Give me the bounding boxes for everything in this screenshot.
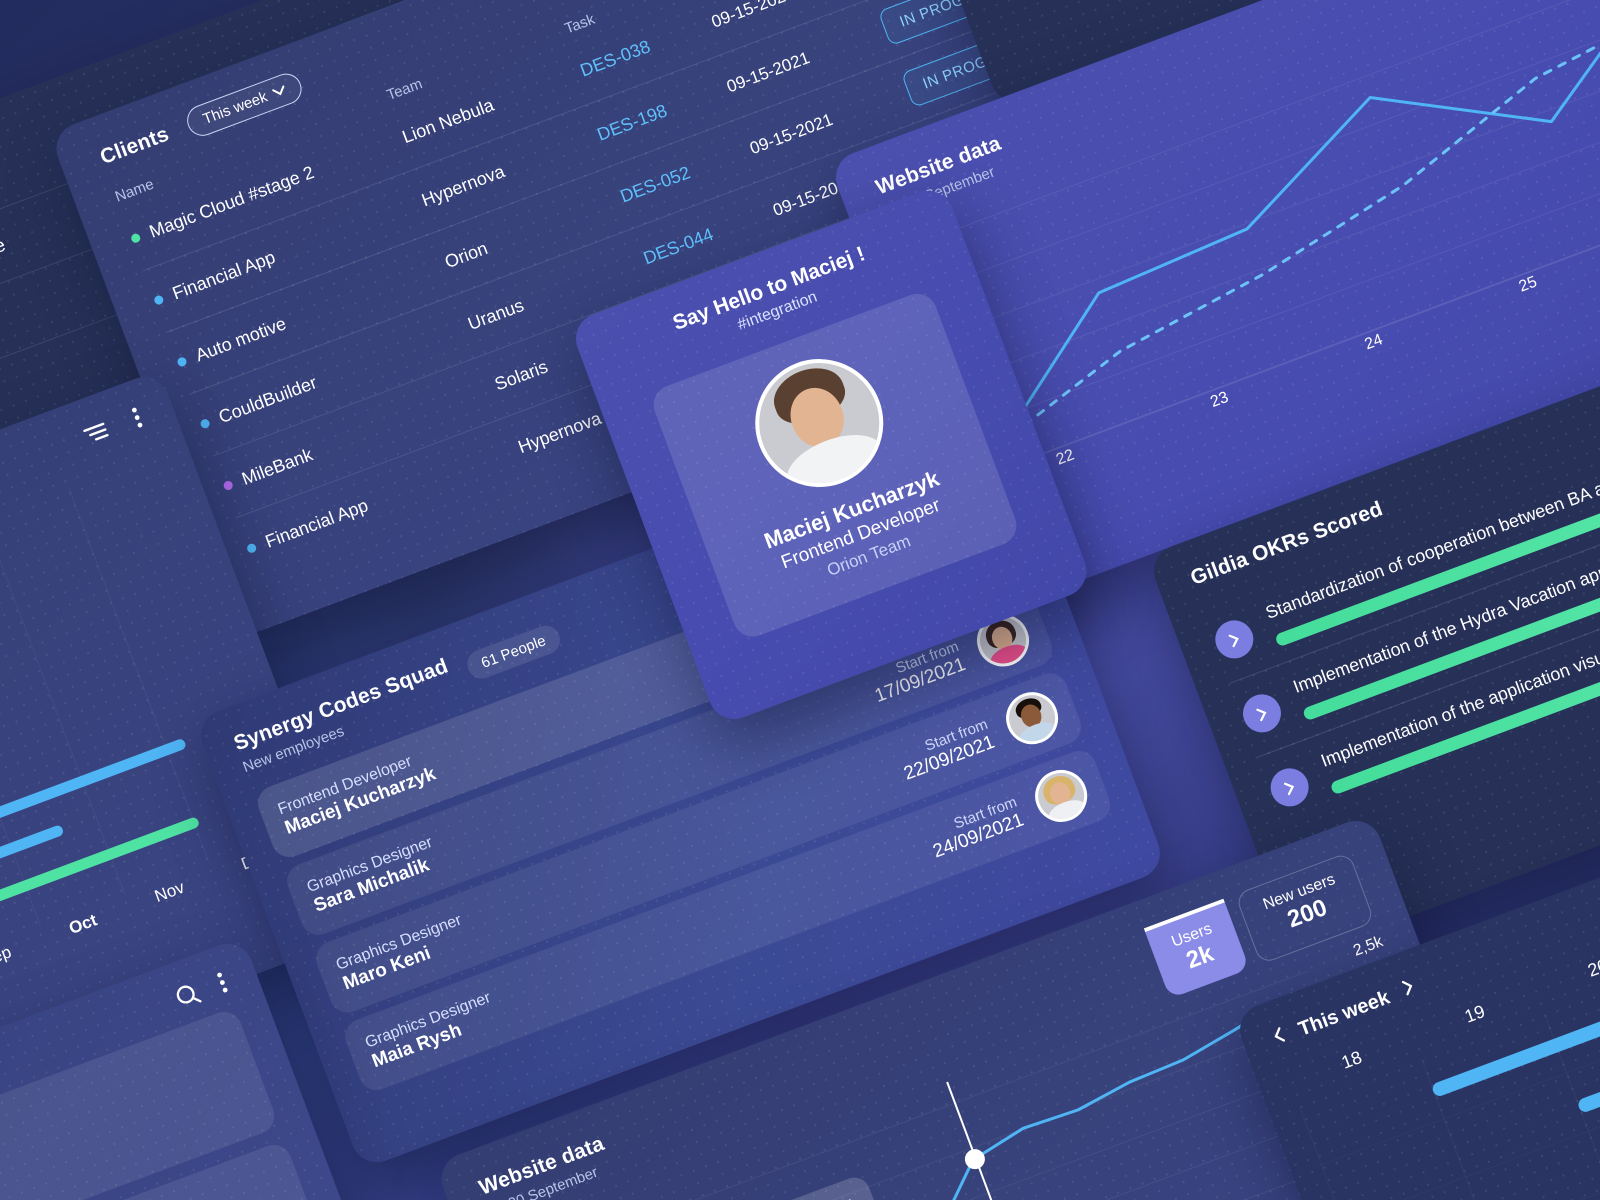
- client-name: Financial App: [262, 494, 371, 552]
- status-dot: [245, 541, 258, 554]
- chevron-left-icon[interactable]: [1270, 1026, 1288, 1050]
- axis-tick: Sep: [0, 942, 14, 971]
- status-dot: [153, 294, 165, 306]
- status-dot: [199, 417, 211, 430]
- website-data-top-card: Website data 01-30 September 22 23: [828, 0, 1600, 612]
- sort-lines-icon[interactable]: [81, 420, 113, 451]
- client-name: CouldBuilder: [215, 372, 320, 428]
- client-name: MileBank: [239, 444, 316, 489]
- gantt-card: regular contracts support one-time: [0, 369, 369, 1200]
- period-filter-dropdown[interactable]: This week: [183, 69, 306, 141]
- avatar[interactable]: [736, 340, 902, 506]
- chevron-right-icon[interactable]: [1265, 762, 1315, 812]
- status-dot: [176, 356, 188, 368]
- clients-card: Clients This week lead: [49, 0, 1175, 640]
- line-chart[interactable]: 2,5k 2k 1,5k 1k 500 0 Sun. 19 September …: [509, 933, 1487, 1200]
- line-chart[interactable]: 22 23 24 25 26 27: [896, 0, 1600, 522]
- page-title: Clients: [96, 122, 172, 169]
- period-filter-label: This week: [200, 88, 270, 128]
- more-vertical-icon[interactable]: [130, 406, 145, 433]
- status-dot: [222, 479, 234, 492]
- chevron-down-icon: [270, 81, 288, 101]
- avatar[interactable]: [1027, 762, 1095, 830]
- period-label: This week: [1295, 986, 1393, 1041]
- axis-tick: Nov: [152, 877, 188, 906]
- chevron-right-icon[interactable]: [1209, 614, 1259, 664]
- axis-tick: 2,5k: [1351, 933, 1386, 960]
- website-data-bottom-card: Website data 01-30 September Users 2k Ne…: [434, 813, 1536, 1200]
- avatar[interactable]: [998, 684, 1066, 752]
- client-name: Financial App: [169, 246, 278, 304]
- people-count-badge: 61 People: [462, 621, 565, 683]
- chevron-right-icon[interactable]: [1237, 688, 1287, 738]
- okr-card: Gildia OKRs Scored Due Standardization o…: [1146, 212, 1600, 959]
- client-name: Auto motive: [192, 313, 289, 366]
- axis-tick-current: Oct: [66, 910, 100, 939]
- notes-card: #integration Important information #bene…: [0, 936, 425, 1200]
- okr-row-list: Standardization of cooperation between B…: [1202, 290, 1600, 830]
- chevron-right-icon[interactable]: [1400, 977, 1418, 1001]
- list-item[interactable]: Standardization of cooperation between B…: [1202, 290, 1600, 684]
- list-item[interactable]: Implementation of the application visual…: [1258, 438, 1600, 830]
- calendar-card: This week 18: [1232, 671, 1600, 1200]
- more-vertical-icon[interactable]: [216, 971, 231, 998]
- search-icon[interactable]: [172, 980, 205, 1016]
- list-item[interactable]: Implementation of the Hydra Vacation app…: [1230, 364, 1600, 758]
- status-dot: [129, 232, 142, 245]
- tab-users[interactable]: Users 2k: [1143, 898, 1251, 999]
